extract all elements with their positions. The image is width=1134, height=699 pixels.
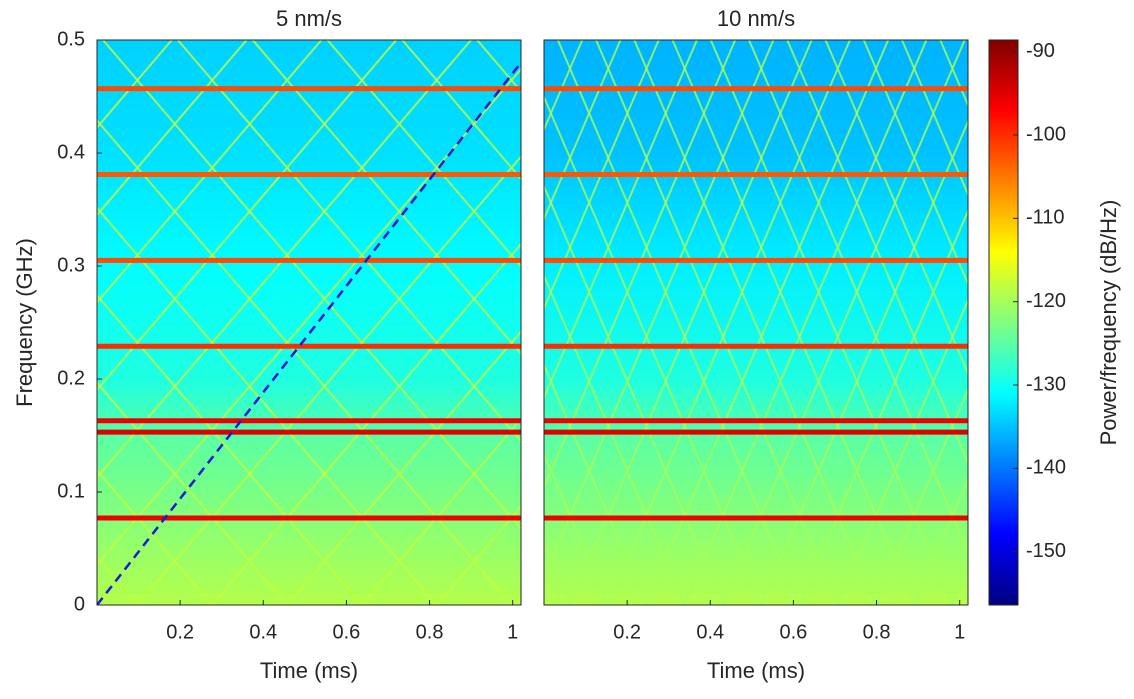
x-tick-label: 0.2 [613,621,641,643]
diagonal-line [544,40,660,311]
colorbar-tick-label: -90 [1026,40,1055,62]
diagonal-line [97,40,472,479]
diagonal-line [544,40,737,490]
x-tick-label: 0.2 [166,621,194,643]
diagonal-line [722,40,966,605]
diagonal-line [435,504,521,605]
colorbar-tick-label: -150 [1026,540,1066,562]
diagonal-line [569,40,813,605]
plot-area [97,40,521,605]
x-tick-label: 0.8 [863,621,891,643]
x-axis-label: Time (ms) [260,658,358,683]
diagonal-line [97,118,513,605]
panel-title: 10 nm/s [717,6,795,31]
diagonal-line [361,417,521,605]
diagonal-line [544,183,724,605]
diagonal-line [748,40,968,555]
colorbar-tick-label: -130 [1026,373,1066,395]
diagonal-line [544,362,648,605]
noise-floor [97,40,521,605]
diagonal-line [607,40,851,605]
diagonal-line [671,40,916,605]
diagonal-line [97,206,438,605]
x-tick-label: 0.6 [780,621,808,643]
colorbar-tick-label: -110 [1026,207,1065,229]
x-tick-label: 0.4 [249,621,277,643]
diagonal-line [97,67,521,567]
diagonal-line [544,273,686,605]
y-axis-label: Frequency (GHz) [12,238,37,407]
dashed-line [97,61,521,605]
diagonal-line [875,387,968,605]
colorbar-tick-label: -100 [1026,123,1066,145]
diagonal-line [286,330,521,605]
x-axis-label: Time (ms) [707,658,805,683]
diagonal-line [401,40,521,181]
y-tick-label: 0.4 [57,141,85,163]
axes-frame [96,39,522,606]
diagonal-line [544,40,698,401]
y-tick-label: 0.1 [57,480,85,502]
colorbar-label: Power/frequency (dB/Hz) [1096,200,1121,446]
diagonal-line [595,40,839,605]
y-tick-label: 0 [74,593,85,615]
x-tick-label: 0.4 [696,621,724,643]
y-tick-label: 0.5 [57,28,85,50]
diagonal-line [709,40,954,605]
diagonal-line [824,40,968,376]
diagonal-line [97,40,248,217]
x-tick-label: 1 [954,621,965,643]
x-tick-label: 1 [507,621,518,643]
diagonal-line [326,40,521,268]
diagonal-line [97,40,398,392]
x-tick-label: 0.6 [333,621,361,643]
diagonal-line [862,40,968,287]
panel-title: 5 nm/s [276,6,342,31]
diagonal-line [836,297,968,605]
diagonal-line [633,40,877,605]
diagonal-line [901,40,968,197]
diagonal-line [798,208,968,605]
plot-area [544,40,968,605]
diagonal-line [544,94,763,605]
diagonal-line [786,40,968,466]
diagonal-line [645,40,890,605]
axes-frame [543,39,969,606]
diagonal-line [544,40,622,222]
colorbar [988,39,1019,606]
diagonal-line [97,381,288,605]
diagonal-line [913,476,968,605]
diagonal-line [97,293,363,605]
diagonal-line [97,468,213,605]
diagonal-line [683,40,928,605]
diagonal-line [556,40,801,605]
diagonal-line [760,119,968,605]
diagonal-line [136,155,521,605]
colorbar-tick-label: -140 [1026,457,1066,479]
x-tick-label: 0.8 [416,621,444,643]
diagonal-line [211,242,521,605]
diagonal-line [97,40,323,304]
diagonal-line [251,40,521,356]
diagonal-line [102,40,521,531]
y-tick-label: 0.2 [57,367,85,389]
colorbar-tick-label: -120 [1026,290,1066,312]
diagonal-line [177,40,521,443]
y-tick-label: 0.3 [57,254,85,276]
diagonal-line [544,452,610,605]
diagonal-line [544,40,775,579]
